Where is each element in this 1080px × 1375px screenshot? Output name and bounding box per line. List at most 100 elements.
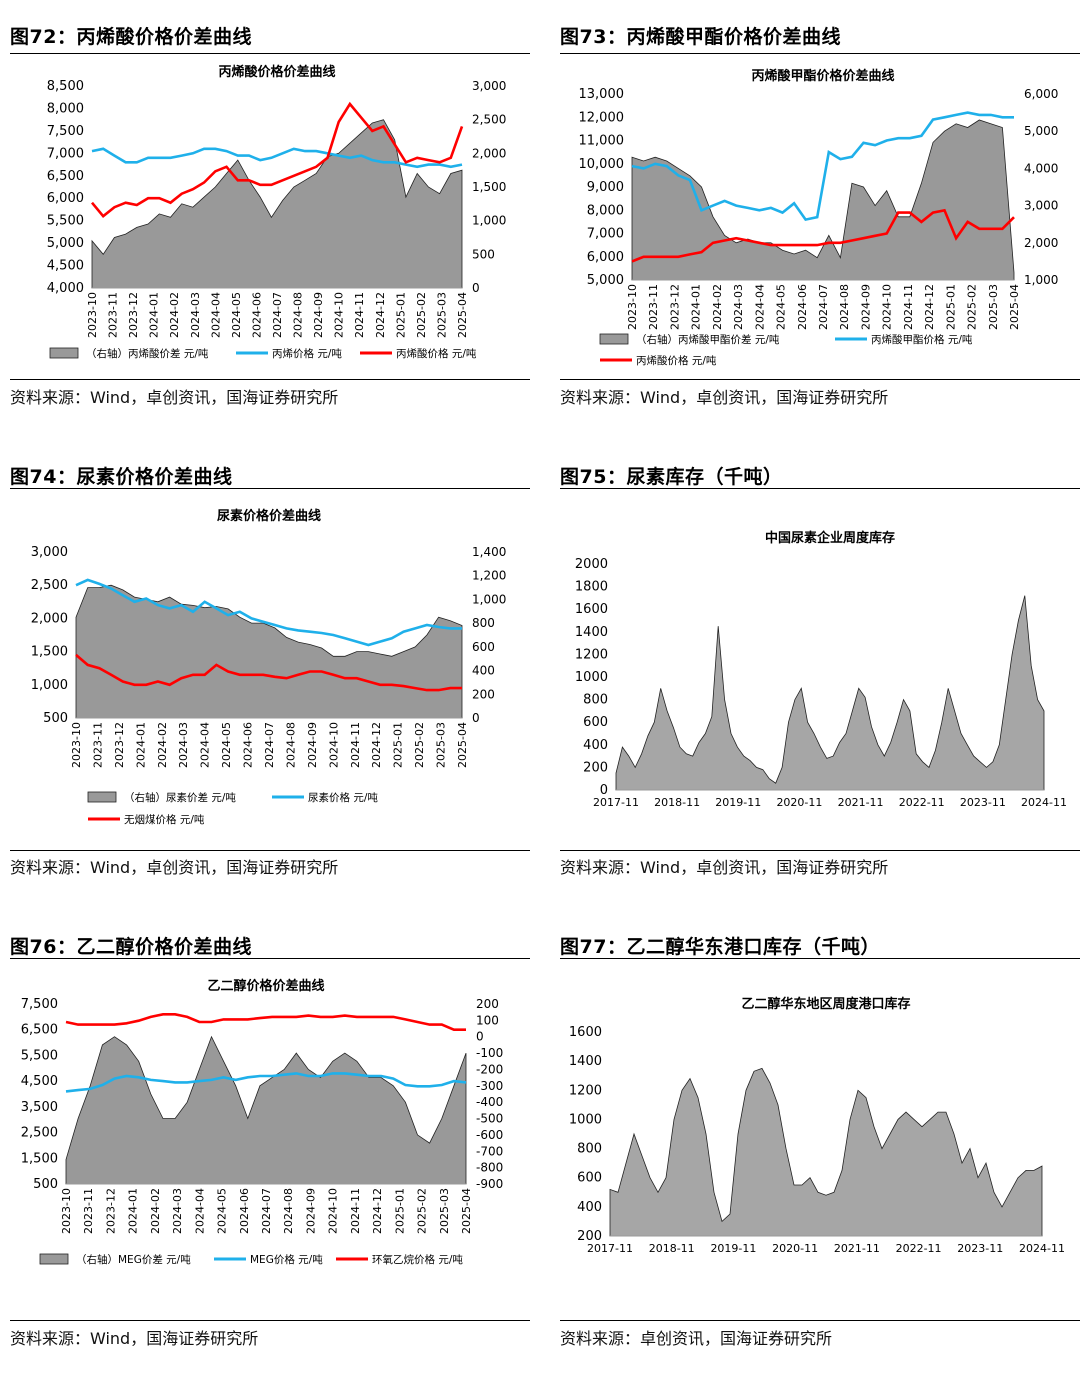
- figure-title: 图76：乙二醇价格价差曲线: [10, 936, 252, 958]
- y2-tick-label: 0: [476, 1030, 484, 1044]
- x-tick-label: 2024-01: [690, 284, 703, 330]
- y2-tick-label: 1,000: [472, 214, 506, 228]
- source-note: 资料来源：卓创资讯，国海证券研究所: [560, 1329, 833, 1348]
- y2-tick-label: 600: [472, 640, 495, 654]
- x-tick-label: 2022-11: [899, 796, 945, 809]
- x-tick-label: 2024-07: [817, 284, 830, 330]
- x-tick-label: 2024-02: [149, 1188, 162, 1234]
- x-tick-label: 2023-12: [113, 722, 126, 768]
- y-tick-label: 8,000: [47, 101, 84, 116]
- y-tick-label: 1200: [569, 1083, 602, 1098]
- y2-tick-label: 3,000: [472, 79, 506, 93]
- y-tick-label: 7,000: [587, 227, 624, 242]
- y2-tick-label: -600: [476, 1128, 503, 1142]
- y-tick-label: 3,500: [21, 1100, 58, 1115]
- y2-tick-label: 3,000: [1024, 199, 1058, 213]
- y-tick-label: 600: [583, 715, 608, 730]
- y-tick-label: 0: [600, 783, 608, 798]
- y2-tick-label: 400: [472, 664, 495, 678]
- top-rule: [560, 488, 1080, 489]
- chart-title: 乙二醇价格价差曲线: [207, 978, 324, 994]
- x-tick-label: 2024-03: [171, 1188, 184, 1234]
- x-tick-label: 2023-11: [960, 796, 1006, 809]
- y-tick-label: 1600: [569, 1025, 602, 1040]
- legend-label: MEG价格 元/吨: [250, 1253, 323, 1266]
- x-tick-label: 2025-03: [438, 1188, 451, 1234]
- y-tick-label: 1000: [575, 670, 608, 685]
- y2-tick-label: 0: [472, 281, 480, 295]
- x-tick-label: 2017-11: [587, 1242, 633, 1255]
- figure-73: 图73：丙烯酸甲酯价格价差曲线 丙烯酸甲酯价格价差曲线 5,000 6,000 7,0…: [560, 0, 1080, 420]
- x-tick-label: 2024-11: [349, 1188, 362, 1234]
- x-tick-label: 2024-09: [306, 722, 319, 768]
- y2-tick-label: 5,000: [1024, 124, 1058, 138]
- legend-swatch: [49, 347, 79, 359]
- bottom-rule: [560, 1320, 1080, 1321]
- series-line: [75, 578, 462, 647]
- x-tick-label: 2025-01: [392, 722, 405, 768]
- x-tick-label: 2024-10: [333, 292, 346, 338]
- x-tick-label: 2019-11: [715, 796, 761, 809]
- x-tick-label: 2024-12: [374, 292, 387, 338]
- y-tick-label: 4,000: [47, 281, 84, 296]
- figure-77: 图77：乙二醇华东港口库存（千吨） 乙二醇华东地区周度港口库存 200 400 600…: [560, 910, 1080, 1365]
- y2-tick-label: -400: [476, 1095, 503, 1109]
- x-tick-label: 2024-06: [238, 1188, 251, 1234]
- bottom-rule: [10, 1320, 530, 1321]
- x-tick-label: 2024-11: [1019, 1242, 1065, 1255]
- x-tick-label: 2023-12: [127, 292, 140, 338]
- y2-tick-label: -300: [476, 1079, 503, 1093]
- x-tick-label: 2025-02: [966, 284, 979, 330]
- y2-tick-label: 1,400: [472, 545, 506, 559]
- x-tick-label: 2024-08: [292, 292, 305, 338]
- x-tick-label: 2020-11: [776, 796, 822, 809]
- figure-72: 图72：丙烯酸价格价差曲线 丙烯酸价格价差曲线 4,000 4,500 5,000 5,…: [10, 0, 530, 420]
- y-tick-label: 2000: [575, 557, 608, 572]
- legend-label: 无烟煤价格 元/吨: [124, 813, 205, 826]
- figure-title: 图77：乙二醇华东港口库存（千吨）: [560, 936, 880, 958]
- series-area: [631, 119, 1015, 281]
- legend-label: （右轴）丙烯酸甲酯价差 元/吨: [636, 333, 780, 346]
- y-tick-label: 1800: [575, 580, 608, 595]
- x-tick-label: 2024-03: [189, 292, 202, 338]
- x-tick-label: 2024-03: [177, 722, 190, 768]
- x-tick-label: 2024-04: [193, 1188, 206, 1234]
- x-tick-label: 2024-05: [775, 284, 788, 330]
- series-area: [65, 1035, 467, 1185]
- top-rule: [560, 53, 1080, 54]
- series-line: [91, 147, 463, 169]
- x-tick-label: 2024-02: [711, 284, 724, 330]
- y-tick-label: 1600: [575, 602, 608, 617]
- x-tick-label: 2019-11: [710, 1242, 756, 1255]
- chart-76: 乙二醇价格价差曲线 500 1,500 2,500 3,500 4,500 5,500 6,5…: [21, 978, 503, 1266]
- series-area: [75, 584, 463, 719]
- y-tick-label: 1,000: [31, 678, 68, 693]
- legend-label: 丙烯酸价格 元/吨: [636, 354, 717, 367]
- x-tick-label: 2024-04: [753, 284, 766, 330]
- figure-title: 图75：尿素库存（千吨）: [560, 466, 783, 488]
- y-tick-label: 5,000: [47, 236, 84, 251]
- x-tick-label: 2024-07: [271, 292, 284, 338]
- y2-tick-label: 1,500: [472, 180, 506, 194]
- figure-title: 图74：尿素价格价差曲线: [10, 466, 233, 488]
- bottom-rule: [10, 379, 530, 380]
- y-tick-label: 1400: [569, 1054, 602, 1069]
- x-tick-label: 2024-01: [148, 292, 161, 338]
- x-tick-label: 2023-10: [626, 284, 639, 330]
- x-tick-label: 2024-03: [732, 284, 745, 330]
- x-tick-label: 2017-11: [593, 796, 639, 809]
- x-tick-label: 2021-11: [838, 796, 884, 809]
- legend-label: 尿素价格 元/吨: [308, 791, 378, 804]
- y-tick-label: 8,500: [47, 79, 84, 94]
- y2-tick-label: 800: [472, 616, 495, 630]
- y2-tick-label: 0: [472, 711, 480, 725]
- y2-tick-label: -900: [476, 1177, 503, 1191]
- series-line: [90, 101, 464, 219]
- y-tick-label: 6,500: [21, 1023, 58, 1038]
- x-tick-label: 2023-11: [82, 1188, 95, 1234]
- y2-tick-label: 6,000: [1024, 87, 1058, 101]
- y2-tick-label: -800: [476, 1161, 503, 1175]
- y-tick-label: 8,000: [587, 203, 624, 218]
- x-tick-label: 2024-11: [349, 722, 362, 768]
- y-tick-label: 4,500: [47, 259, 84, 274]
